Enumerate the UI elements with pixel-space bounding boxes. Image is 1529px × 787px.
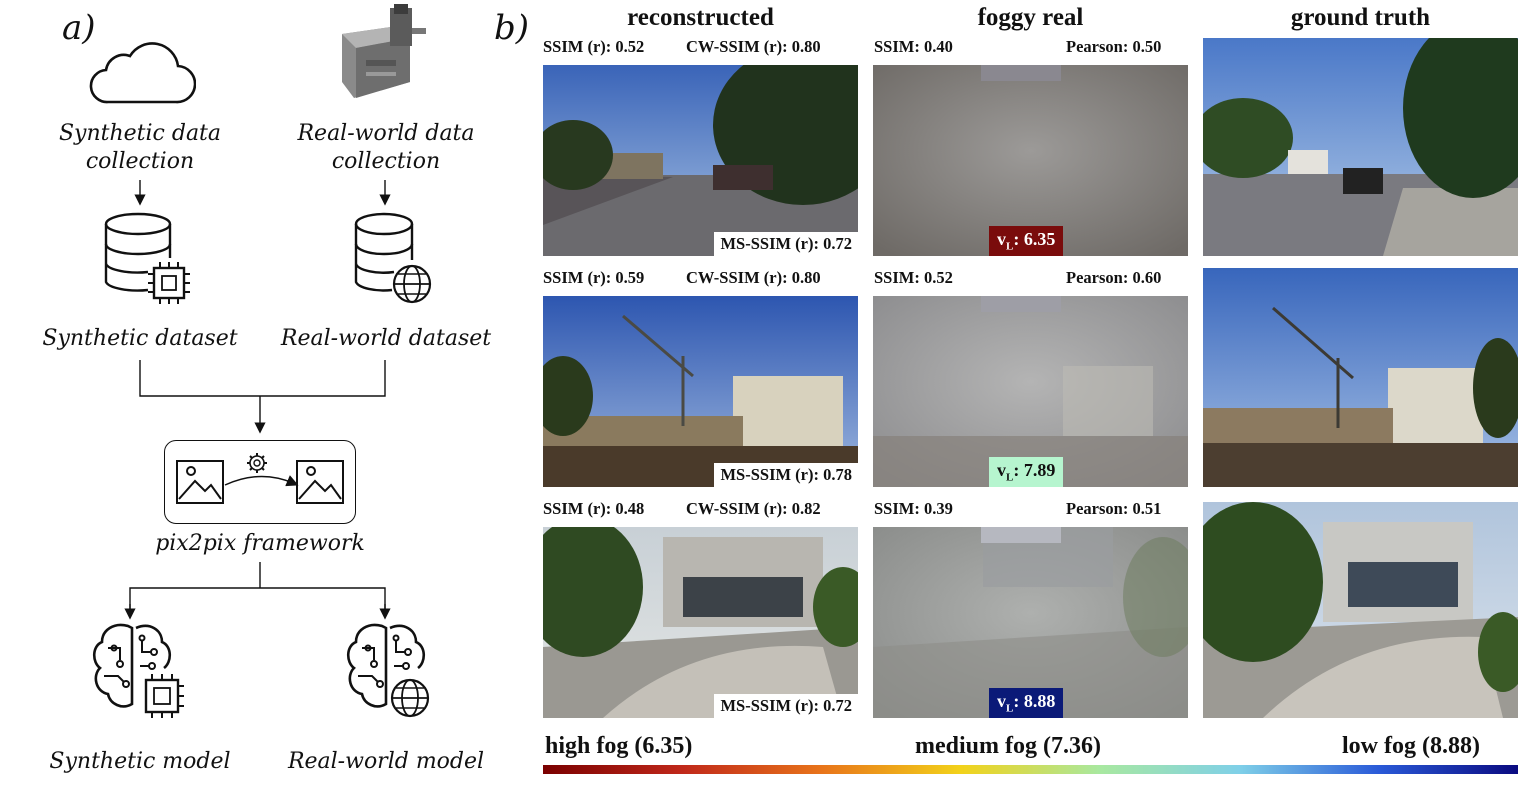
row1-ssim-r: SSIM (r): 0.52 <box>543 37 645 56</box>
fog-color-scale-bar <box>543 765 1518 774</box>
row1-foggy-image: vL: 6.35 <box>873 65 1188 256</box>
row2-cwssim-r: CW-SSIM (r): 0.80 <box>686 268 821 287</box>
panel-a-letter: a) <box>62 8 96 48</box>
row2-ssim-r: SSIM (r): 0.59 <box>543 268 645 287</box>
scale-label-medium: medium fog (7.36) <box>915 733 1101 759</box>
image-input-icon <box>176 460 224 504</box>
row3-ssim: SSIM: 0.39 <box>874 499 953 518</box>
real-collection-line1: Real-world data <box>297 121 475 146</box>
row1-cwssim-r: CW-SSIM (r): 0.80 <box>686 37 821 56</box>
real-collection-label: Real-world data collection <box>266 120 506 176</box>
row2-vl-value: : 7.89 <box>1013 460 1056 481</box>
column-header-reconstructed: reconstructed <box>627 4 774 31</box>
row3-reconstructed-image: MS-SSIM (r): 0.72 <box>543 527 858 718</box>
row1-msssim-r: MS-SSIM (r): 0.72 <box>714 232 858 256</box>
row2-reconstructed-image: MS-SSIM (r): 0.78 <box>543 296 858 487</box>
row1-pearson: Pearson: 0.50 <box>1066 37 1162 56</box>
row1-vl-value: : 6.35 <box>1013 229 1056 250</box>
flow-connectors <box>0 0 520 787</box>
synthetic-database-icon <box>102 210 202 310</box>
row3-ground-truth-image <box>1203 502 1518 718</box>
row1-ssim: SSIM: 0.40 <box>874 37 953 56</box>
scale-label-high: high fog (6.35) <box>545 733 693 759</box>
row1-vl-sub: L <box>1006 241 1014 253</box>
column-header-ground-truth: ground truth <box>1290 4 1431 31</box>
framework-label: pix2pix framework <box>155 531 365 556</box>
synthetic-collection-line1: Synthetic data <box>58 121 222 146</box>
image-output-icon <box>296 460 344 504</box>
row1-reconstructed-image: MS-SSIM (r): 0.72 <box>543 65 858 256</box>
gear-icon <box>247 453 267 473</box>
real-world-database-icon <box>352 210 452 310</box>
column-header-foggy-real: foggy real <box>977 4 1084 31</box>
row3-msssim-r: MS-SSIM (r): 0.72 <box>714 694 858 718</box>
row3-cwssim-r: CW-SSIM (r): 0.82 <box>686 499 821 518</box>
row1-vl-letter: v <box>997 229 1006 250</box>
real-world-model-brain-icon <box>342 618 452 723</box>
synthetic-dataset-label: Synthetic dataset <box>42 326 238 351</box>
row3-vl-value: : 8.88 <box>1013 691 1056 712</box>
row2-foggy-image: vL: 7.89 <box>873 296 1188 487</box>
row3-vl-letter: v <box>997 691 1006 712</box>
row2-ground-truth-image <box>1203 268 1518 487</box>
row2-msssim-r: MS-SSIM (r): 0.78 <box>714 463 858 487</box>
row1-ground-truth-image <box>1203 38 1518 256</box>
row3-ssim-r: SSIM (r): 0.48 <box>543 499 645 518</box>
synthetic-model-label: Synthetic model <box>49 749 231 774</box>
row1-vl-badge: vL: 6.35 <box>989 226 1064 256</box>
panel-b-letter: b) <box>494 8 530 48</box>
row2-pearson: Pearson: 0.60 <box>1066 268 1162 287</box>
real-model-label: Real-world model <box>287 749 485 774</box>
scale-label-low: low fog (8.88) <box>1342 733 1480 759</box>
cloud-icon <box>86 40 196 106</box>
row2-ssim: SSIM: 0.52 <box>874 268 953 287</box>
row2-vl-sub: L <box>1006 472 1014 484</box>
real-world-rig-image <box>336 4 436 108</box>
synthetic-collection-label: Synthetic data collection <box>20 120 260 176</box>
real-collection-line2: collection <box>331 149 441 174</box>
row3-pearson: Pearson: 0.51 <box>1066 499 1162 518</box>
row2-vl-badge: vL: 7.89 <box>989 457 1064 487</box>
row2-vl-letter: v <box>997 460 1006 481</box>
synthetic-model-brain-icon <box>88 618 198 723</box>
row3-vl-badge: vL: 8.88 <box>989 688 1064 718</box>
real-dataset-label: Real-world dataset <box>280 326 492 351</box>
synthetic-collection-line2: collection <box>85 149 195 174</box>
row3-foggy-image: vL: 8.88 <box>873 527 1188 718</box>
pix2pix-framework-box <box>164 440 356 524</box>
row3-vl-sub: L <box>1006 703 1014 715</box>
